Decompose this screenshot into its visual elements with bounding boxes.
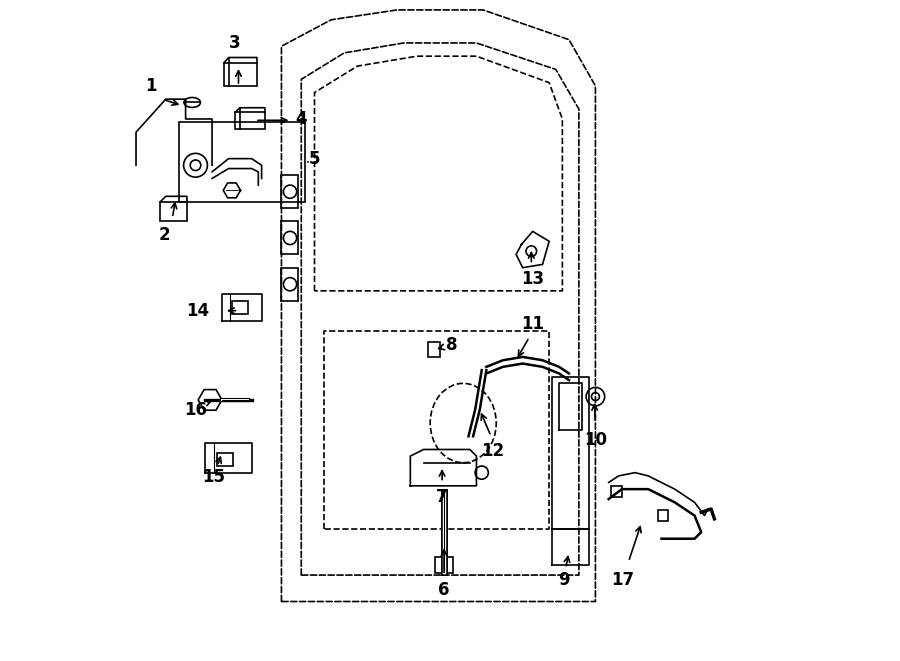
Text: 15: 15 — [202, 468, 225, 486]
Text: 8: 8 — [446, 336, 458, 354]
Text: 13: 13 — [521, 270, 544, 288]
Text: 10: 10 — [584, 430, 607, 449]
Text: 9: 9 — [558, 570, 570, 589]
Bar — [611, 486, 622, 497]
Text: 7: 7 — [436, 488, 448, 506]
Bar — [179, 122, 304, 202]
Text: 6: 6 — [438, 580, 450, 599]
Text: 4: 4 — [295, 110, 307, 128]
Bar — [428, 342, 440, 357]
Bar — [232, 301, 248, 314]
Bar — [658, 510, 668, 521]
Bar — [436, 557, 453, 573]
Text: 3: 3 — [230, 34, 241, 52]
Text: 5: 5 — [309, 149, 320, 168]
Bar — [217, 453, 233, 466]
Text: 2: 2 — [158, 225, 170, 244]
Text: 12: 12 — [482, 442, 505, 460]
Bar — [224, 63, 257, 86]
Text: 11: 11 — [521, 315, 544, 333]
Text: 1: 1 — [146, 77, 157, 95]
Bar — [235, 112, 265, 129]
Bar — [282, 175, 298, 208]
Text: 16: 16 — [184, 401, 207, 419]
Bar — [282, 221, 298, 254]
Text: 17: 17 — [612, 570, 634, 589]
Bar — [282, 268, 298, 301]
Bar — [160, 202, 187, 221]
Text: 14: 14 — [186, 301, 209, 320]
